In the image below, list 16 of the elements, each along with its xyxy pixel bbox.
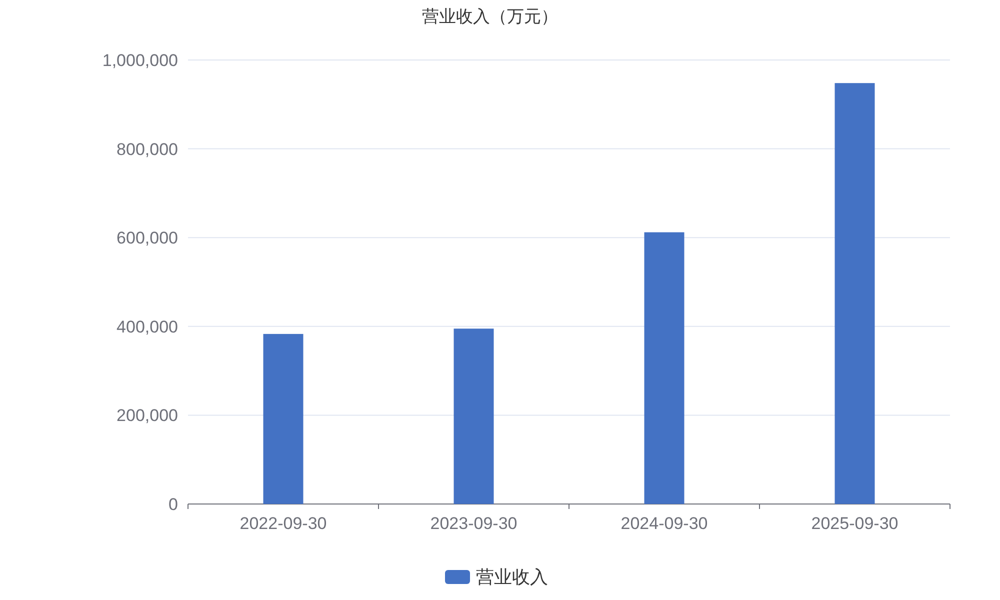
chart-title: 营业收入（万元）: [422, 7, 558, 26]
legend-label: 营业收入: [476, 567, 548, 587]
bar: [644, 232, 684, 504]
bar: [834, 83, 875, 504]
y-tick-label: 200,000: [116, 406, 178, 426]
bar: [263, 334, 304, 504]
y-tick-label: 800,000: [116, 140, 178, 159]
y-tick-label: 400,000: [116, 317, 178, 336]
x-tick-label: 2022-09-30: [240, 514, 327, 533]
y-tick-label: 600,000: [116, 228, 178, 248]
bar: [454, 328, 494, 504]
x-tick-label: 2023-09-30: [430, 514, 518, 533]
y-tick-label: 0: [168, 495, 178, 514]
x-tick-label: 2024-09-30: [620, 514, 708, 533]
y-tick-label: 1,000,000: [102, 51, 178, 70]
x-tick-label: 2025-09-30: [811, 514, 898, 533]
